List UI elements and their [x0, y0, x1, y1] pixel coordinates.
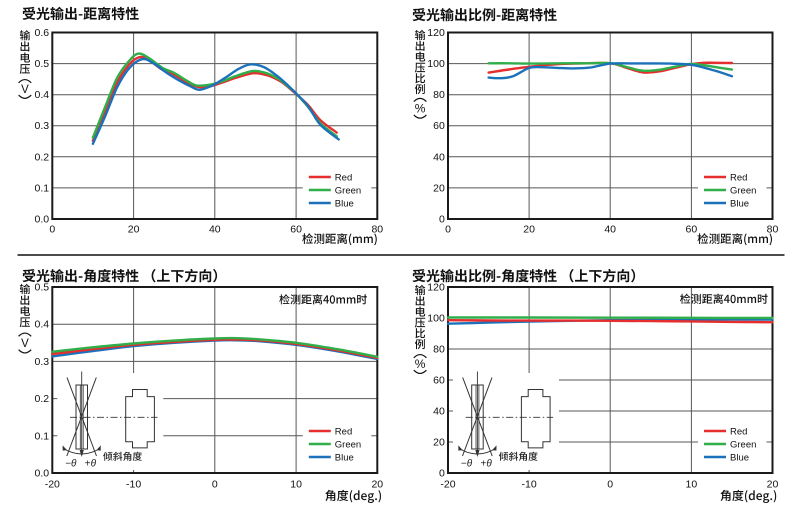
svg-text:0.0: 0.0 [34, 468, 49, 480]
svg-text:20: 20 [128, 223, 140, 235]
svg-text:%: % [415, 357, 426, 371]
svg-text:Red: Red [335, 173, 352, 184]
svg-text:Green: Green [335, 186, 361, 197]
svg-text:Red: Red [730, 173, 747, 184]
svg-text:0.6: 0.6 [34, 27, 49, 39]
svg-text:Green: Green [730, 440, 756, 451]
svg-text:0: 0 [49, 223, 55, 235]
svg-text:0.4: 0.4 [34, 319, 49, 331]
svg-text:0.2: 0.2 [34, 151, 49, 163]
svg-text:80: 80 [767, 223, 779, 235]
svg-text:40: 40 [433, 151, 445, 163]
svg-text:0.5: 0.5 [34, 58, 49, 70]
svg-text:0: 0 [445, 223, 451, 235]
svg-text:-10: -10 [522, 478, 537, 490]
svg-text:10: 10 [686, 478, 698, 490]
svg-text:20: 20 [433, 182, 445, 194]
svg-text:10: 10 [290, 478, 302, 490]
svg-text:Blue: Blue [335, 453, 354, 464]
svg-text:-10: -10 [126, 478, 141, 490]
svg-text:40: 40 [604, 223, 616, 235]
svg-text:0: 0 [212, 478, 218, 490]
svg-text:60: 60 [433, 120, 445, 132]
svg-text:−θ: −θ [65, 459, 77, 470]
svg-text:100: 100 [427, 313, 445, 325]
svg-text:V: V [21, 338, 29, 350]
svg-text:0: 0 [439, 214, 445, 226]
svg-text:Blue: Blue [730, 199, 749, 210]
svg-text:60: 60 [290, 223, 302, 235]
svg-text:80: 80 [433, 344, 445, 356]
svg-text:0.3: 0.3 [34, 356, 49, 368]
svg-text:120: 120 [427, 282, 445, 294]
svg-text:100: 100 [427, 58, 445, 70]
svg-text:0.1: 0.1 [34, 182, 49, 194]
svg-text:Red: Red [730, 427, 747, 438]
svg-text:0: 0 [607, 478, 613, 490]
svg-text:Blue: Blue [335, 199, 354, 210]
svg-text:−θ: −θ [461, 459, 473, 470]
svg-text:Green: Green [335, 440, 361, 451]
svg-text:20: 20 [523, 223, 535, 235]
svg-text:0.2: 0.2 [34, 393, 49, 405]
svg-text:-20: -20 [440, 478, 455, 490]
svg-text:+θ: +θ [85, 459, 97, 470]
svg-text:%: % [415, 102, 426, 116]
svg-text:+θ: +θ [481, 459, 493, 470]
svg-text:20: 20 [767, 478, 779, 490]
svg-text:Green: Green [730, 186, 756, 197]
svg-text:0.5: 0.5 [34, 282, 49, 294]
svg-text:120: 120 [427, 27, 445, 39]
svg-text:40: 40 [433, 406, 445, 418]
svg-text:0.0: 0.0 [34, 214, 49, 226]
svg-text:Blue: Blue [730, 453, 749, 464]
svg-text:Red: Red [335, 427, 352, 438]
svg-text:0.4: 0.4 [34, 89, 49, 101]
svg-text:60: 60 [686, 223, 698, 235]
svg-text:60: 60 [433, 375, 445, 387]
svg-text:-20: -20 [45, 478, 60, 490]
svg-text:20: 20 [371, 478, 383, 490]
svg-text:40: 40 [209, 223, 221, 235]
svg-text:20: 20 [433, 437, 445, 449]
svg-text:V: V [21, 84, 29, 96]
svg-text:0: 0 [439, 468, 445, 480]
svg-text:80: 80 [433, 89, 445, 101]
svg-text:80: 80 [371, 223, 383, 235]
svg-text:0.3: 0.3 [34, 120, 49, 132]
svg-text:0.1: 0.1 [34, 430, 49, 442]
